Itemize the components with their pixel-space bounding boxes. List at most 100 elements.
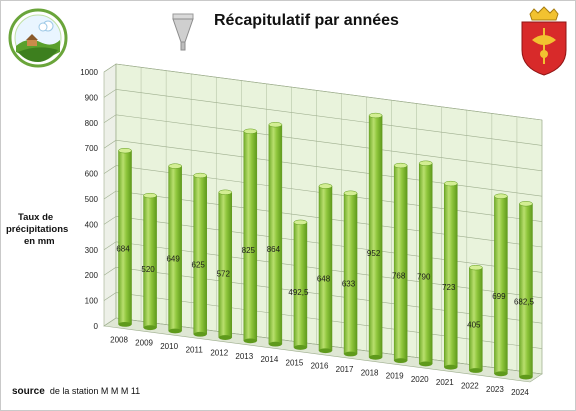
bar-2019: 768: [392, 162, 408, 364]
bar-2012: 572: [217, 189, 233, 340]
data-label: 492,5: [288, 288, 309, 297]
bar-top: [368, 112, 383, 119]
bar-body: [218, 192, 233, 338]
x-tick-label: 2009: [135, 339, 153, 348]
bar-top: [143, 192, 157, 199]
bar-body: [143, 195, 157, 328]
y-axis-title: Taux de précipitations en mm: [6, 212, 72, 248]
bar-base: [419, 361, 433, 367]
bar-top: [218, 189, 233, 195]
y-tick-label: 300: [85, 246, 99, 255]
data-label: 864: [267, 245, 281, 254]
data-label: 723: [442, 283, 456, 292]
bar-base: [469, 368, 483, 373]
bar-2009: 520: [141, 192, 157, 331]
bar-body: [393, 165, 408, 361]
data-label: 633: [342, 280, 356, 289]
bar-2024: 682,5: [514, 201, 535, 380]
bar-base: [243, 338, 257, 344]
bar-body: [293, 222, 308, 348]
x-tick-label: 2017: [336, 365, 354, 374]
x-tick-label: 2021: [436, 378, 454, 387]
data-label: 572: [217, 270, 231, 279]
bar-top: [519, 201, 533, 207]
bar-top: [469, 264, 483, 271]
bar-2014: 864: [267, 122, 283, 347]
bar-2017: 633: [342, 190, 358, 357]
bar-2021: 723: [442, 180, 458, 370]
data-label: 790: [417, 273, 431, 282]
bar-body: [368, 115, 383, 358]
bar-2010: 649: [166, 163, 182, 334]
bar-base: [193, 331, 207, 337]
x-tick-label: 2015: [286, 358, 304, 367]
x-tick-label: 2022: [461, 382, 479, 391]
x-tick-label: 2008: [110, 335, 128, 344]
y-tick-label: 500: [85, 195, 99, 204]
bar-2018: 952: [367, 112, 383, 360]
bar-body: [118, 150, 132, 325]
bar-base: [218, 335, 232, 340]
bar-base: [394, 358, 408, 364]
bar-series: 684 520 649 625 572 825 864 492,5 648 633 952 768 79…: [116, 112, 535, 380]
x-tick-label: 2013: [235, 352, 253, 361]
bar-body: [268, 124, 283, 345]
bar-top: [393, 162, 408, 169]
x-tick-label: 2018: [361, 368, 379, 377]
bar-top: [494, 193, 508, 199]
data-label: 649: [166, 255, 180, 264]
bar-top: [444, 180, 458, 187]
bar-body: [193, 175, 207, 335]
bar-2016: 648: [317, 183, 333, 354]
bar-2011: 625: [192, 172, 207, 337]
bar-top: [243, 128, 258, 134]
bar-body: [243, 131, 258, 342]
bar-base: [519, 374, 533, 380]
data-label: 648: [317, 275, 331, 284]
rural-landscape-logo-icon: [8, 8, 68, 68]
y-tick-label: 700: [85, 144, 99, 153]
x-axis-ticks: 2008 2009 2010 2011 2012 2013 2014 2015 2016 2017…: [110, 335, 529, 397]
y-axis-title-line-2: précipitations: [6, 224, 69, 235]
bar-2022: 405: [467, 264, 483, 373]
bar-top: [318, 183, 333, 189]
bar-top: [193, 172, 207, 179]
y-tick-label: 200: [85, 271, 99, 280]
bar-body: [444, 183, 458, 368]
x-tick-label: 2020: [411, 375, 429, 384]
x-tick-label: 2012: [210, 349, 228, 358]
bar-body: [168, 165, 182, 332]
x-tick-label: 2014: [260, 355, 278, 364]
bar-top: [293, 219, 308, 225]
rain-gauge-funnel-icon: [172, 13, 194, 51]
bar-2008: 684: [116, 147, 132, 327]
data-label: 625: [192, 261, 206, 270]
bar-2013: 825: [242, 128, 258, 344]
x-tick-label: 2016: [311, 362, 329, 371]
source-label: source: [12, 386, 45, 397]
data-label: 952: [367, 249, 381, 258]
bar-base: [268, 341, 282, 347]
bar-base: [318, 348, 332, 354]
data-label: 520: [141, 265, 155, 274]
y-tick-label: 900: [85, 93, 99, 102]
y-tick-label: 1000: [80, 68, 98, 77]
y-tick-label: 600: [85, 170, 99, 179]
data-label: 405: [467, 320, 481, 329]
bar-2020: 790: [417, 160, 433, 367]
data-label: 699: [492, 292, 506, 301]
chart-title: Récapitulatif par années: [214, 12, 399, 29]
bar-body: [469, 267, 483, 371]
bar-top: [343, 190, 358, 196]
bar-body: [494, 195, 508, 375]
y-axis-title-line-1: Taux de: [18, 212, 54, 223]
bar-top: [268, 122, 283, 128]
bar-base: [369, 354, 383, 360]
bar-base: [168, 328, 182, 334]
source-note: source de la station M M M 11: [12, 386, 140, 397]
x-tick-label: 2019: [386, 372, 404, 381]
x-tick-label: 2024: [511, 388, 529, 397]
bar-top: [418, 160, 433, 166]
y-axis-title-line-3: en mm: [24, 236, 55, 247]
